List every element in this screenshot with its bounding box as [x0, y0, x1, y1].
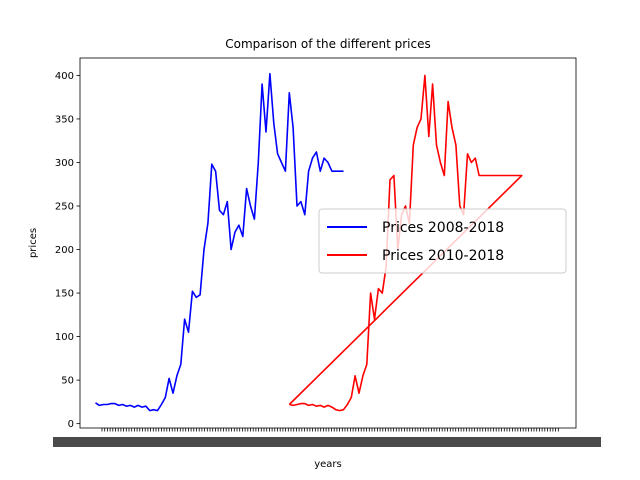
y-tick-label: 250 — [55, 202, 74, 213]
y-tick-label: 50 — [61, 376, 74, 387]
axes-frame — [79, 57, 577, 429]
series-line-1 — [95, 72, 344, 412]
axes-layer: 0 50 100 150 200 250 300 350 400 — [53, 57, 601, 447]
legend-box — [318, 208, 567, 274]
y-tick-label: 400 — [55, 71, 74, 82]
y-tick-label: 0 — [68, 419, 74, 430]
y-tick-label: 100 — [55, 332, 74, 343]
legend-label-1: Prices 2008-2018 — [382, 220, 504, 236]
x-tick-label-smear — [53, 437, 601, 447]
chart-title: Comparison of the different prices — [225, 37, 430, 51]
legend: Prices 2008-2018 Prices 2010-2018 — [318, 208, 567, 274]
legend-label-2: Prices 2010-2018 — [382, 248, 504, 264]
y-tick-label: 300 — [55, 158, 74, 169]
y-tick-label: 200 — [55, 245, 74, 256]
y-tick-label: 350 — [55, 114, 74, 125]
y-tick-label: 150 — [55, 289, 74, 300]
x-axis-label: years — [314, 459, 342, 470]
y-axis-label: prices — [28, 228, 39, 258]
